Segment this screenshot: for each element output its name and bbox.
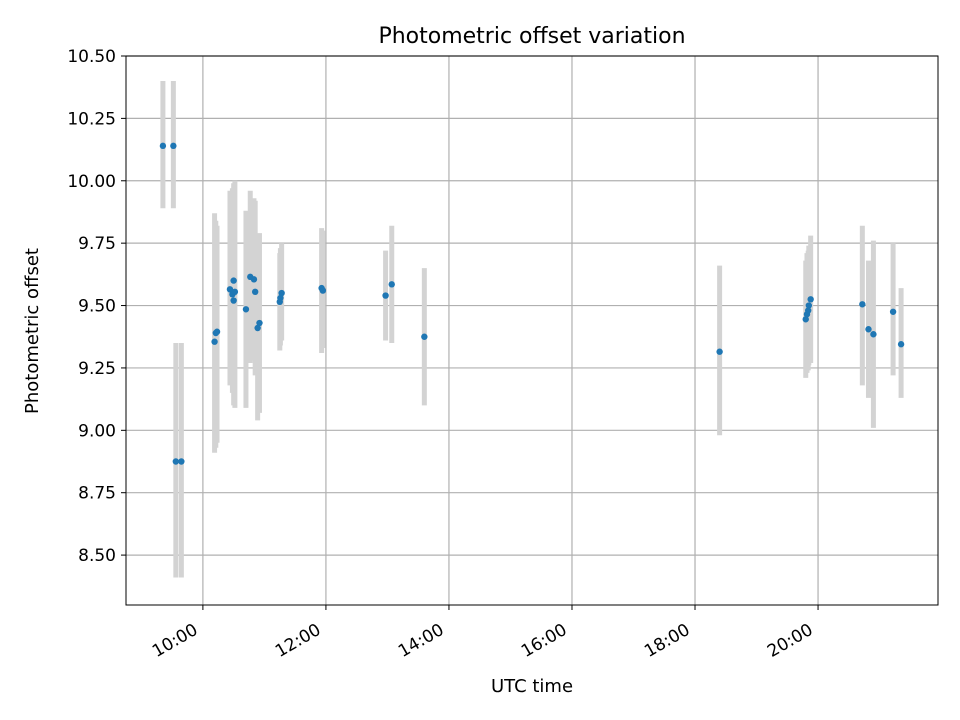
data-point xyxy=(870,331,877,338)
y-axis: 8.50 8.75 9.00 9.25 9.50 9.75 10.00 10.25 10.50 xyxy=(67,47,126,566)
data-point xyxy=(170,142,177,150)
data-point xyxy=(859,301,866,308)
chart-title: Photometric offset variation xyxy=(378,24,685,49)
y-axis-label: Photometric offset xyxy=(22,248,43,414)
data-point xyxy=(388,281,395,288)
data-point xyxy=(226,286,234,293)
y-tick-label: 9.00 xyxy=(78,421,116,441)
data-point xyxy=(278,289,285,297)
y-tick-label: 8.50 xyxy=(78,546,116,566)
data-point xyxy=(254,324,261,332)
data-point xyxy=(178,458,185,465)
data-point xyxy=(805,307,812,314)
data-point xyxy=(716,348,723,355)
data-point xyxy=(897,341,905,348)
data-point xyxy=(230,297,237,304)
data-point xyxy=(256,319,263,327)
data-point xyxy=(230,277,237,284)
data-point xyxy=(172,458,180,465)
data-point xyxy=(889,308,897,315)
y-tick-label: 8.75 xyxy=(78,484,116,504)
data-point xyxy=(805,302,813,309)
y-tick-label: 9.50 xyxy=(78,297,116,317)
data-point xyxy=(319,287,327,294)
data-point xyxy=(250,276,258,283)
data-point xyxy=(421,333,428,340)
data-point xyxy=(865,326,872,333)
data-point xyxy=(251,288,259,296)
data-point xyxy=(802,316,809,323)
data-point xyxy=(159,142,167,150)
y-tick-label: 10.00 xyxy=(67,172,116,192)
y-tick-label: 9.75 xyxy=(78,234,116,254)
y-tick-label: 10.50 xyxy=(67,47,116,67)
x-axis-label: UTC time xyxy=(491,676,573,697)
y-tick-label: 10.25 xyxy=(67,109,116,129)
y-tick-label: 9.25 xyxy=(78,359,116,379)
data-point xyxy=(807,296,814,303)
data-point xyxy=(211,338,218,345)
data-point xyxy=(242,306,250,313)
data-point xyxy=(277,294,284,302)
data-point xyxy=(231,288,239,296)
data-points xyxy=(159,142,905,465)
data-point xyxy=(382,292,389,299)
plot-frame xyxy=(125,55,939,606)
data-point xyxy=(213,328,221,335)
